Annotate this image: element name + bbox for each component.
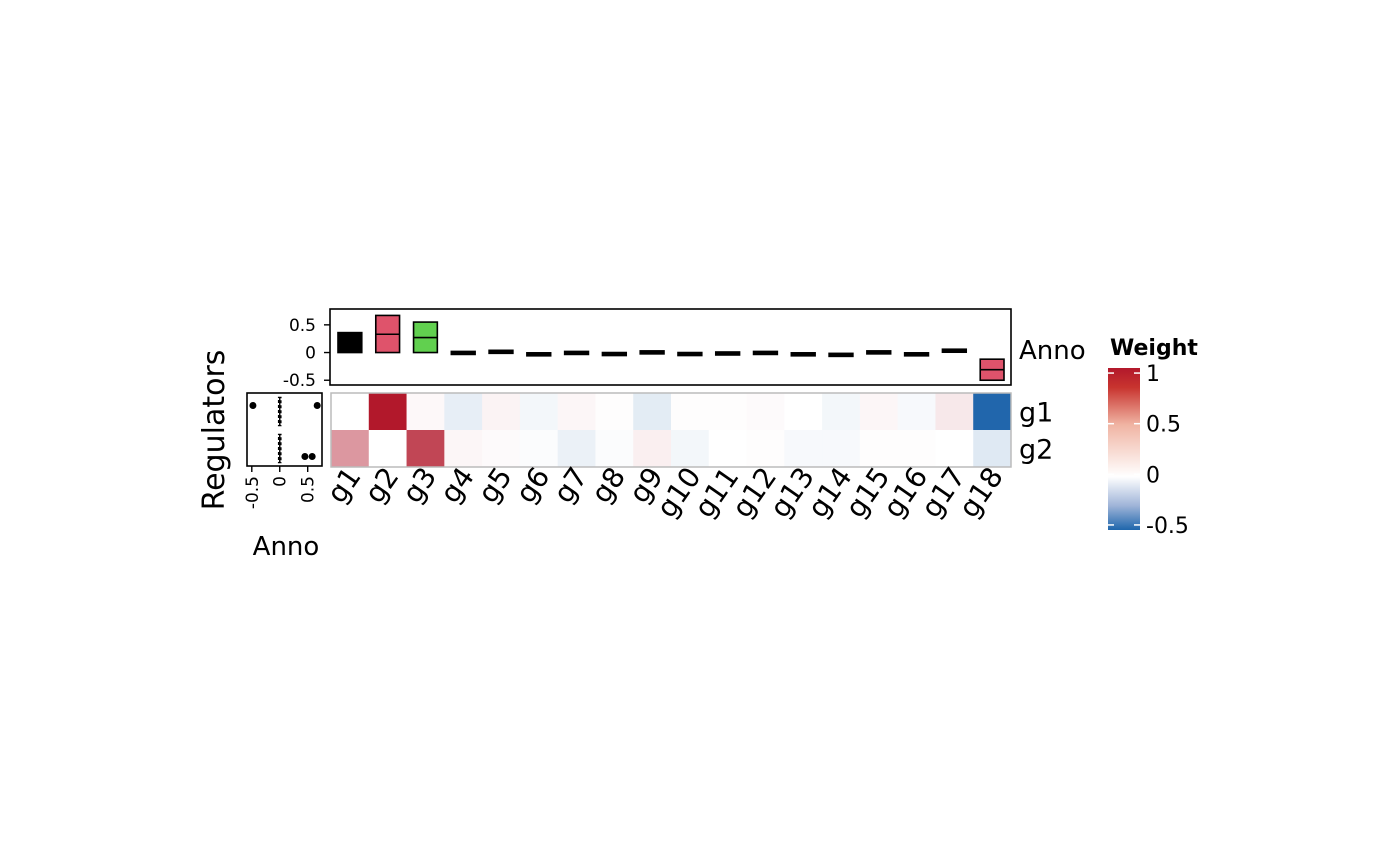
- heatmap-cell-g1-g7: [557, 393, 596, 431]
- top-annotation-boxplots: [337, 314, 1005, 382]
- heatmap-cell-g2-g12: [746, 430, 785, 468]
- heatmap-cell-g2-g17: [935, 430, 974, 468]
- legend-break-label: -0.5: [1146, 514, 1189, 539]
- left-tick-label: 0: [271, 476, 291, 487]
- heatmap-cell-g1-g17: [935, 393, 974, 431]
- heatmap-cell-g2-g5: [482, 430, 521, 468]
- heatmap-cell-g1-g1: [331, 393, 370, 431]
- heatmap-cells: [331, 393, 1012, 468]
- top-boxplot-g12: [752, 350, 779, 356]
- top-tick-label: 0.5: [289, 316, 316, 336]
- heatmap-cell-g2-g11: [708, 430, 748, 468]
- heatmap-cell-g2-g7: [557, 430, 596, 468]
- heatmap-cell-g2-g6: [519, 430, 559, 468]
- left-annotation-x-axis: -0.5 0 0.5: [243, 466, 319, 509]
- heatmap-cell-g1-g8: [595, 393, 634, 431]
- col-label-g18: g18: [952, 461, 1010, 524]
- legend-colorbar: [1108, 368, 1140, 530]
- legend-break-label: 1: [1146, 362, 1160, 387]
- heatmap-cell-g2-g10: [671, 430, 710, 468]
- top-boxplot-g5: [488, 349, 514, 355]
- left-outlier-point: [301, 453, 309, 460]
- heatmap-cell-g2-g15: [859, 430, 899, 468]
- heatmap-cell-g1-g16: [897, 393, 936, 431]
- top-boxplot-g13: [790, 352, 816, 357]
- heatmap-cell-g1-g3: [406, 393, 445, 431]
- left-annotation-panel: -0.5 0 0.5 Anno: [243, 392, 323, 562]
- heatmap-cell-g1-g9: [633, 393, 672, 431]
- top-annotation-panel: 0.5 0 -0.5 Anno: [283, 308, 1086, 391]
- left-outlier-point: [308, 453, 316, 460]
- column-labels: g1g2g3g4g5g6g7g8g9g10g11g12g13g14g15g16g…: [320, 461, 1010, 524]
- left-annotation-frame: [246, 392, 323, 467]
- legend-break-label: 0.5: [1146, 413, 1181, 438]
- top-boxplot-g15: [866, 350, 892, 355]
- heatmap-cell-g1-g2: [368, 393, 408, 431]
- heatmap-cell-g1-g18: [973, 393, 1012, 431]
- heatmap-cell-g2-g4: [444, 430, 483, 468]
- heatmap-cell-g2-g16: [897, 430, 936, 468]
- heatmap-cell-g1-g5: [482, 393, 521, 431]
- top-annotation-label: Anno: [1019, 336, 1086, 366]
- top-boxplot-g8: [601, 351, 628, 357]
- heatmap-cell-g1-g6: [519, 393, 559, 431]
- heatmap-cell-g2-g18: [973, 430, 1012, 468]
- top-boxplot-g10: [677, 351, 703, 357]
- left-outlier-point: [249, 402, 257, 409]
- legend-break-label: 0: [1146, 463, 1160, 488]
- top-boxplot-g14: [828, 352, 854, 358]
- top-annotation-frame: [329, 308, 1012, 386]
- heatmap-cell-g1-g4: [444, 393, 483, 431]
- heatmap-cell-g1-g15: [859, 393, 899, 431]
- left-annotation-boxplots: [249, 396, 321, 464]
- heatmap-cell-g2-g2: [368, 430, 408, 468]
- left-annotation-label: Anno: [253, 532, 320, 562]
- row-label-g1: g1: [1019, 398, 1053, 429]
- heatmap-cell-g2-g8: [595, 430, 634, 468]
- heatmap-cell-g2-g14: [822, 430, 861, 468]
- top-tick-label: 0: [305, 344, 316, 364]
- top-boxplot-g7: [563, 350, 590, 356]
- heatmap-cell-g1-g13: [784, 393, 823, 431]
- heatmap-cell-g2-g13: [784, 430, 823, 468]
- top-boxplot-g11: [714, 351, 741, 356]
- heatmap-cell-g2-g1: [331, 430, 370, 468]
- color-legend: Weight 1 0.5 0 -0.5: [1108, 336, 1198, 539]
- top-boxplot-g9: [639, 350, 665, 355]
- y-axis-title: Regulators: [197, 350, 232, 511]
- heatmap-cell-g1-g14: [822, 393, 861, 431]
- top-boxplot-g4: [450, 350, 476, 356]
- left-tick-label: 0.5: [299, 476, 319, 503]
- top-tick-label: -0.5: [283, 371, 316, 391]
- top-boxplot-g17: [941, 348, 968, 354]
- heatmap-cell-g1-g12: [746, 393, 785, 431]
- top-boxplot-g16: [903, 352, 930, 357]
- heatmap-border: [330, 392, 1012, 468]
- heatmap-cell-g1-g11: [708, 393, 748, 431]
- left-outlier-point: [313, 402, 321, 409]
- row-label-g2: g2: [1019, 435, 1053, 466]
- legend-title: Weight: [1110, 336, 1198, 361]
- top-boxplot-g6: [526, 352, 552, 357]
- top-annotation-y-axis: 0.5 0 -0.5: [283, 316, 330, 391]
- heatmap-cell-g2-g9: [633, 430, 672, 468]
- heatmap-cell-g1-g10: [671, 393, 710, 431]
- left-tick-label: -0.5: [243, 476, 263, 509]
- legend-ticks: 1 0.5 0 -0.5: [1108, 362, 1189, 539]
- heatmap-cell-g2-g3: [406, 430, 445, 468]
